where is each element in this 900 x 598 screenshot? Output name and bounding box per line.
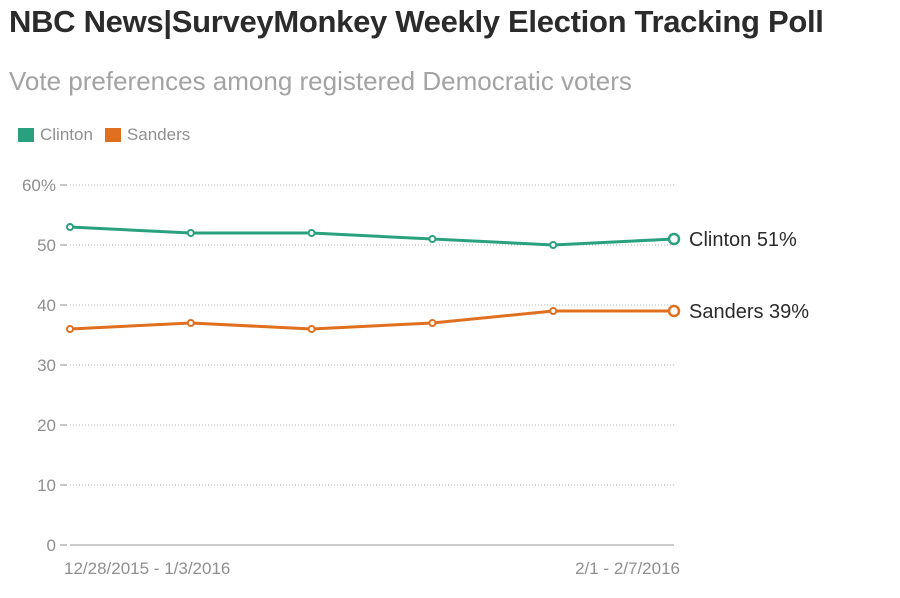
data-point-clinton-0 xyxy=(66,223,74,231)
data-point-clinton-3 xyxy=(428,235,437,243)
end-label-clinton: Clinton 51% xyxy=(689,229,797,251)
chart-title: NBC News|SurveyMonkey Weekly Election Tr… xyxy=(9,4,824,39)
y-tick-label-10: 10 xyxy=(37,476,56,495)
legend-label-sanders: Sanders xyxy=(126,125,191,144)
data-point-clinton-4 xyxy=(549,241,558,249)
series-line-sanders xyxy=(68,309,676,331)
data-point-sanders-5 xyxy=(667,304,681,318)
data-point-sanders-2 xyxy=(307,325,316,333)
legend-swatch-clinton xyxy=(18,128,34,142)
chart-subtitle: Vote preferences among registered Democr… xyxy=(9,66,632,96)
data-point-sanders-1 xyxy=(186,319,195,327)
data-point-sanders-4 xyxy=(549,307,558,315)
y-tick-label-50: 50 xyxy=(37,236,56,255)
y-tick-label-60: 60% xyxy=(22,176,56,195)
y-tick-label-30: 30 xyxy=(37,356,56,375)
data-point-clinton-1 xyxy=(186,229,195,237)
y-tick-label-0: 0 xyxy=(47,536,56,555)
y-tick-label-20: 20 xyxy=(37,416,56,435)
y-tick-label-40: 40 xyxy=(37,296,56,315)
x-tick-label-last: 2/1 - 2/7/2016 xyxy=(575,559,680,578)
legend-item-clinton: Clinton xyxy=(18,125,93,145)
legend: Clinton Sanders xyxy=(18,125,202,145)
data-point-sanders-0 xyxy=(66,325,74,333)
data-point-clinton-5 xyxy=(667,232,681,246)
data-point-clinton-2 xyxy=(307,229,316,237)
x-tick-label-first: 12/28/2015 - 1/3/2016 xyxy=(64,559,230,578)
data-point-sanders-3 xyxy=(428,319,437,327)
end-label-sanders: Sanders 39% xyxy=(689,301,809,323)
legend-label-clinton: Clinton xyxy=(40,125,93,144)
legend-item-sanders: Sanders xyxy=(104,125,191,145)
legend-swatch-sanders xyxy=(104,128,121,142)
series-line-clinton xyxy=(68,225,676,247)
